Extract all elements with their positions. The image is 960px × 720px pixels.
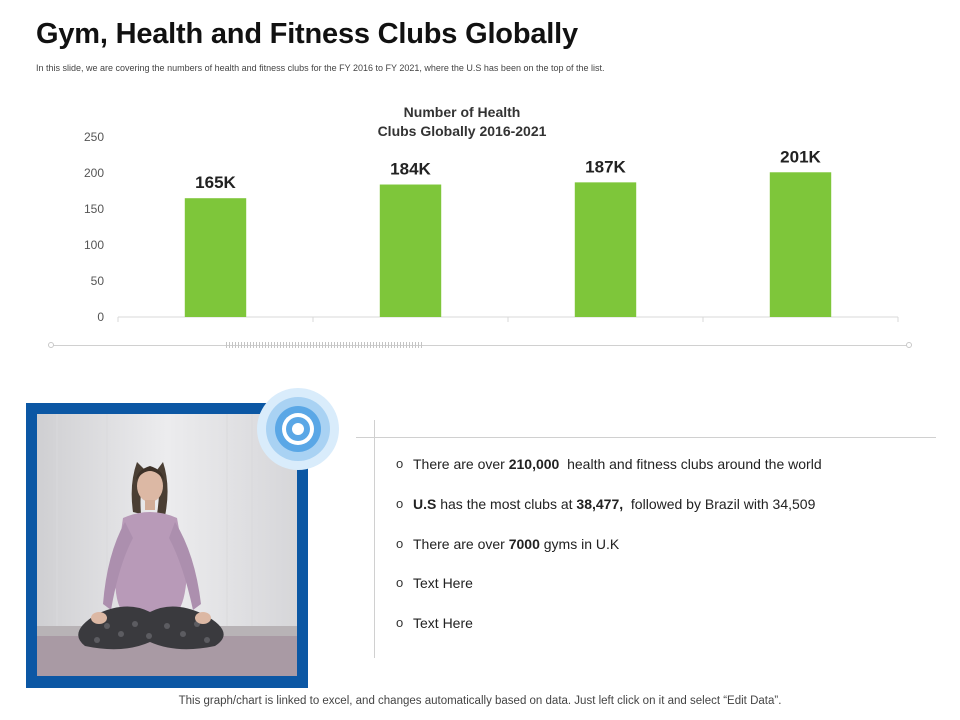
- fact-text: health and fitness clubs around the worl…: [559, 456, 822, 472]
- fact-text: Text Here: [413, 575, 473, 592]
- bar-chart[interactable]: Number of Health Clubs Globally 2016-2021…: [40, 95, 920, 335]
- y-tick-label: 100: [84, 238, 104, 252]
- fact-item-4: o Text Here: [396, 575, 936, 615]
- bar-chart-svg: Number of Health Clubs Globally 2016-2021…: [84, 104, 899, 324]
- fact-item-2: o U.S has the most clubs at 38,477, follo…: [396, 496, 936, 536]
- fact-text: has the most clubs at: [436, 495, 577, 512]
- fact-text: There are over: [413, 456, 509, 472]
- y-tick-label: 50: [91, 274, 105, 288]
- fact-highlight: U.S: [413, 495, 437, 512]
- fact-highlight: 7000: [508, 535, 540, 552]
- fact-text: followed by Brazil with 34,509: [623, 495, 816, 512]
- concentric-circles-icon: [256, 387, 340, 471]
- y-tick-label: 150: [84, 202, 104, 216]
- bullet-marker-icon: o: [396, 535, 404, 551]
- fact-highlight: 210,000: [508, 456, 560, 472]
- bar-data-label-3: 187K: [585, 157, 626, 176]
- bar-2: [379, 184, 442, 317]
- fact-text: gyms in U.K: [539, 535, 620, 552]
- scrollbar-track: [52, 345, 908, 346]
- divider-vertical: [374, 420, 375, 658]
- y-tick-label: 200: [84, 166, 104, 180]
- y-tick-label: 250: [84, 130, 104, 144]
- bullet-marker-icon: o: [396, 615, 404, 631]
- bar-1: [184, 198, 247, 317]
- fact-item-1: o There are over 210,000 health and fitne…: [396, 456, 936, 496]
- bar-3: [574, 182, 637, 317]
- bar-4: [769, 172, 832, 317]
- y-tick-label: 0: [97, 310, 104, 324]
- chart-title-line-2: Clubs Globally 2016-2021: [378, 123, 547, 139]
- photo-frame: [26, 403, 308, 688]
- scrollbar-right-handle[interactable]: [906, 342, 912, 348]
- scrollbar-thumb[interactable]: [226, 342, 422, 348]
- bar-data-label-4: 201K: [780, 147, 821, 166]
- yoga-woman-photo: [37, 414, 297, 676]
- chart-scrollbar[interactable]: [48, 340, 912, 350]
- bar-data-label-1: 165K: [195, 173, 236, 192]
- bar-data-label-2: 184K: [390, 160, 431, 179]
- footer-note: This graph/chart is linked to excel, and…: [178, 695, 782, 707]
- fact-item-3: o There are over 7000 gyms in U.K: [396, 536, 936, 576]
- bullet-marker-icon: o: [396, 456, 404, 471]
- divider-horizontal: [356, 437, 936, 438]
- fact-item-5: o Text Here: [396, 615, 936, 655]
- fact-text: Text Here: [413, 615, 473, 632]
- page-subtitle: In this slide, we are covering the numbe…: [36, 63, 605, 73]
- bullet-marker-icon: o: [396, 575, 404, 591]
- key-facts-list: o There are over 210,000 health and fitne…: [396, 456, 936, 655]
- fact-highlight: 38,477,: [576, 495, 624, 512]
- scrollbar-left-handle[interactable]: [48, 342, 54, 348]
- page-title: Gym, Health and Fitness Clubs Globally: [36, 18, 578, 50]
- bullet-marker-icon: o: [396, 495, 404, 511]
- fact-text: There are over: [413, 535, 509, 552]
- chart-title-line-1: Number of Health: [404, 104, 521, 120]
